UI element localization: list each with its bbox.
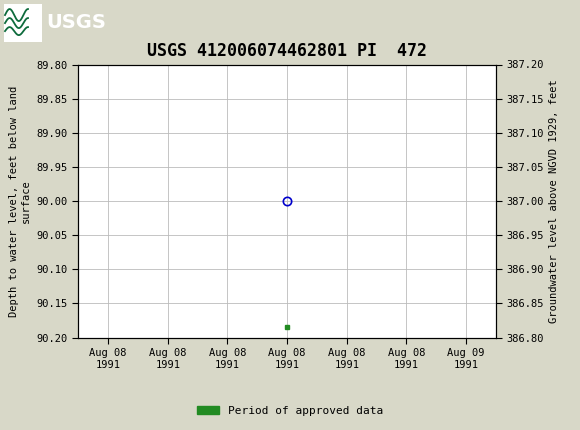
Bar: [4, 4, 42, 42]
Y-axis label: Groundwater level above NGVD 1929, feet: Groundwater level above NGVD 1929, feet: [549, 79, 559, 323]
Y-axis label: Depth to water level, feet below land
surface: Depth to water level, feet below land su…: [9, 86, 31, 316]
Title: USGS 412006074462801 PI  472: USGS 412006074462801 PI 472: [147, 42, 427, 60]
Text: USGS: USGS: [46, 13, 106, 32]
Legend: Period of approved data: Period of approved data: [193, 401, 387, 420]
